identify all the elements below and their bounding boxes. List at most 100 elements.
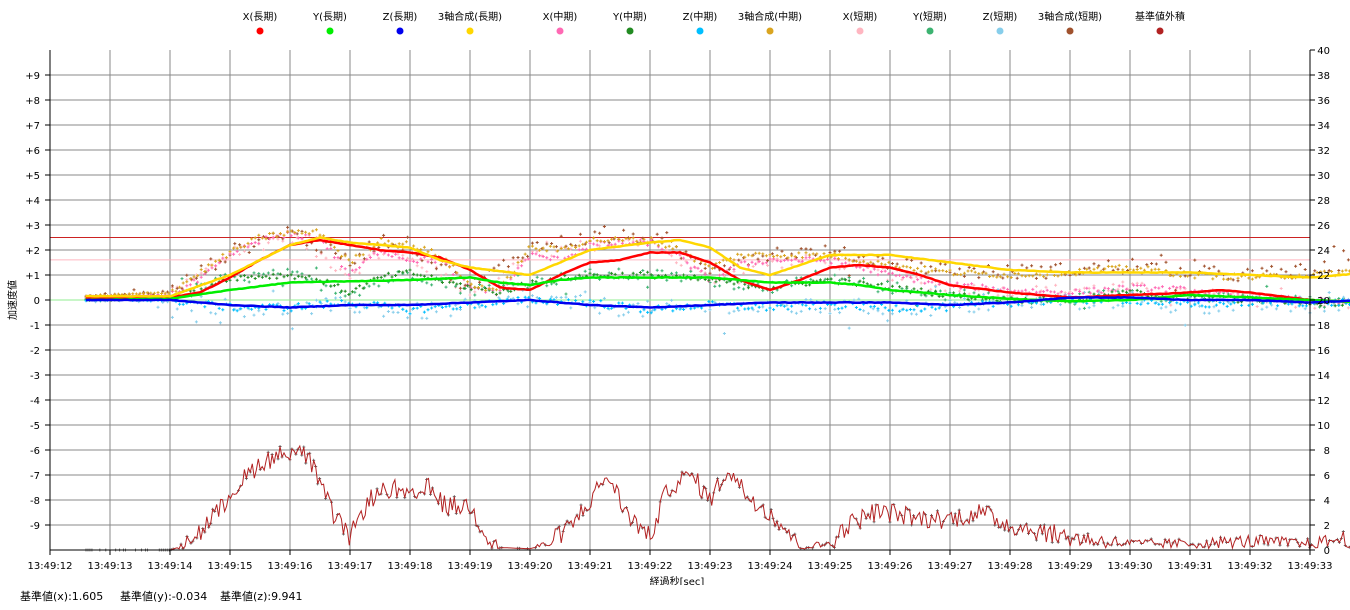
data-point <box>1103 286 1107 290</box>
legend-item[interactable]: X(長期) <box>243 11 278 35</box>
data-point <box>914 275 918 279</box>
data-point <box>700 306 704 310</box>
data-point <box>646 310 650 314</box>
data-point <box>209 257 213 261</box>
legend-item[interactable]: 3軸合成(中期) <box>738 10 802 35</box>
legend-item[interactable]: Z(中期) <box>683 10 718 35</box>
data-point <box>790 304 794 308</box>
data-point <box>458 305 462 309</box>
data-point <box>1289 309 1293 313</box>
data-point <box>750 260 754 264</box>
legend-item[interactable]: X(短期) <box>843 10 878 35</box>
data-point <box>246 275 250 279</box>
y-left-tick-label: -3 <box>30 371 40 382</box>
data-point <box>401 307 405 311</box>
data-point <box>545 249 549 253</box>
data-point <box>412 306 416 310</box>
legend-item[interactable]: Y(短期) <box>912 10 947 35</box>
data-point <box>595 273 599 277</box>
data-point <box>833 257 837 260</box>
data-point <box>242 245 246 249</box>
data-point <box>757 260 761 263</box>
data-point <box>708 308 712 312</box>
data-point <box>340 299 344 303</box>
legend-item[interactable]: Y(長期) <box>312 11 347 35</box>
data-point <box>890 308 894 312</box>
data-point <box>1333 304 1337 308</box>
data-point <box>665 231 669 235</box>
data-point <box>790 254 794 258</box>
data-point <box>509 289 513 293</box>
data-point <box>977 307 981 311</box>
data-point <box>305 278 309 282</box>
data-point <box>862 268 866 272</box>
legend-item[interactable]: Z(長期) <box>383 11 418 35</box>
data-point <box>329 284 333 288</box>
data-point <box>1265 305 1269 309</box>
data-point <box>655 268 659 272</box>
legend-item[interactable]: 3軸合成(長期) <box>438 10 502 35</box>
y-axis-label: 加速度値 <box>6 280 19 320</box>
legend-item[interactable]: 3軸合成(短期) <box>1038 10 1102 35</box>
data-point <box>743 260 747 264</box>
legend-item[interactable]: Y(中期) <box>612 10 647 35</box>
data-point <box>1067 292 1071 296</box>
data-point <box>1150 262 1154 265</box>
data-point <box>768 257 772 261</box>
data-point <box>847 326 851 330</box>
data-point <box>649 236 653 240</box>
data-point <box>1342 249 1346 253</box>
data-point <box>588 271 592 275</box>
data-point <box>880 262 884 266</box>
data-point <box>401 253 405 257</box>
legend-item[interactable]: X(中期) <box>543 10 578 35</box>
data-point <box>570 253 574 257</box>
data-point <box>314 228 318 232</box>
data-point <box>1313 269 1317 273</box>
series-11 <box>84 225 1350 298</box>
data-point <box>782 254 786 257</box>
data-point <box>419 248 423 251</box>
data-point <box>858 279 862 283</box>
data-point <box>1124 287 1128 291</box>
data-point <box>865 282 869 286</box>
legend-item[interactable]: 基準値外積 <box>1135 10 1185 35</box>
data-point <box>1153 286 1157 290</box>
data-point <box>779 255 783 259</box>
data-point <box>770 252 774 256</box>
data-point <box>1034 284 1038 288</box>
data-point <box>329 309 333 313</box>
data-point <box>250 242 254 245</box>
data-point <box>468 293 472 297</box>
data-point <box>743 307 747 311</box>
data-point <box>415 264 419 268</box>
data-point <box>1020 304 1024 308</box>
data-point <box>228 278 232 282</box>
data-point <box>1092 292 1096 296</box>
data-point <box>550 242 554 245</box>
data-point <box>439 273 443 277</box>
data-point <box>1212 305 1216 309</box>
data-point <box>646 299 650 303</box>
data-point <box>962 283 966 286</box>
data-point <box>1135 288 1139 292</box>
data-point <box>358 254 362 258</box>
legend-item[interactable]: Z(短期) <box>983 10 1018 35</box>
data-point <box>497 263 501 267</box>
data-point <box>318 300 322 304</box>
data-point <box>430 248 434 251</box>
data-point <box>822 252 826 256</box>
data-point <box>1031 287 1035 291</box>
data-point <box>282 309 286 313</box>
data-point <box>235 278 239 282</box>
data-point <box>944 270 948 273</box>
y-right-tick-label: 28 <box>1317 196 1330 207</box>
series-line <box>85 236 1350 298</box>
data-point <box>296 302 300 306</box>
data-point <box>199 268 203 272</box>
data-point <box>1068 290 1072 294</box>
y-left-tick-label: +2 <box>25 246 40 257</box>
data-point <box>973 270 977 274</box>
data-point <box>768 253 772 257</box>
data-point <box>926 280 930 284</box>
